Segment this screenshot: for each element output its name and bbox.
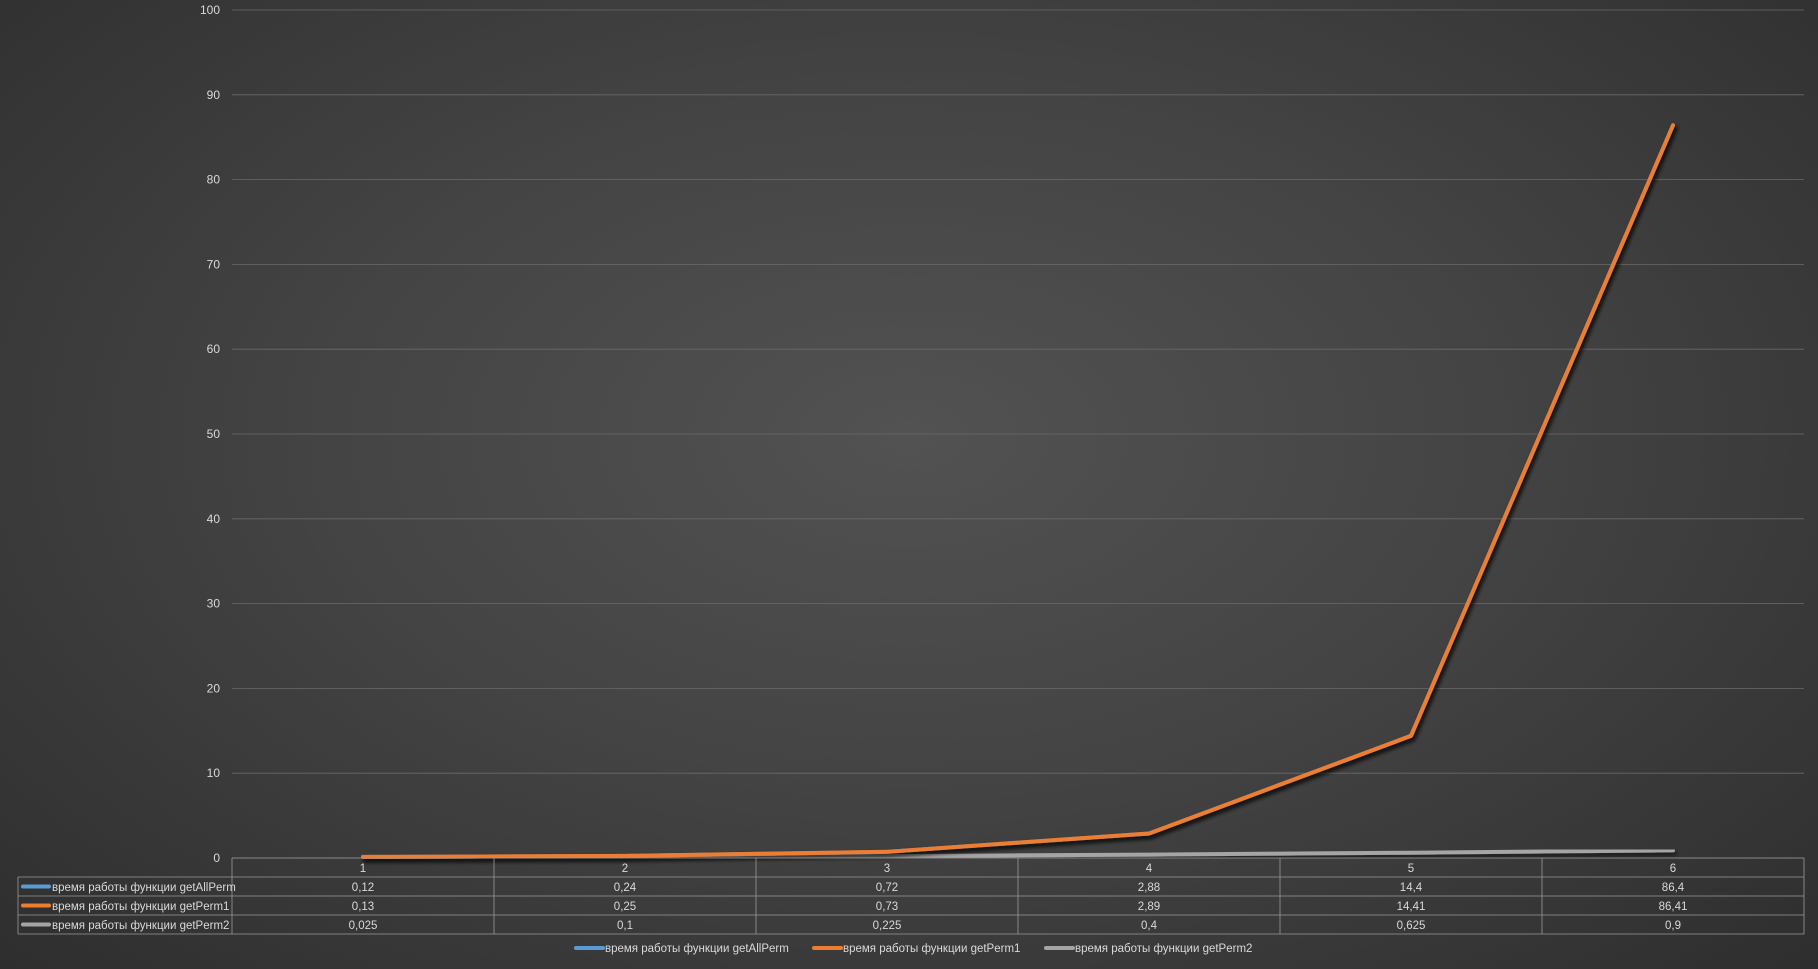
table-series-name: время работы функции getPerm1	[52, 901, 229, 913]
y-tick-label: 40	[207, 512, 221, 526]
data-point	[886, 851, 888, 853]
table-series-name: время работы функции getAllPerm	[52, 882, 236, 894]
y-tick-label: 0	[213, 851, 220, 865]
series-lines	[361, 123, 1675, 860]
table-cell-value: 14,41	[1397, 901, 1426, 913]
x-tick-label: 6	[1670, 863, 1676, 875]
data-point	[624, 855, 626, 857]
y-tick-label: 60	[207, 342, 221, 356]
y-axis-ticks: 0 10 20 30 40 50 60 70 80 90 100	[200, 3, 220, 865]
x-tick-label: 5	[1408, 863, 1414, 875]
y-tick-label: 50	[207, 427, 221, 441]
x-tick-label: 4	[1146, 863, 1153, 875]
table-cell-value: 0,13	[352, 901, 374, 913]
table-cell-value: 0,225	[873, 920, 902, 932]
table-cell-value: 0,73	[876, 901, 898, 913]
y-tick-label: 80	[207, 173, 221, 187]
data-point	[1148, 832, 1150, 834]
table-cell-value: 0,025	[349, 920, 378, 932]
table-cell-value: 0,625	[1397, 920, 1426, 932]
table-cell-value: 86,4	[1662, 882, 1685, 894]
table-cell-value: 14,4	[1400, 882, 1423, 894]
y-tick-label: 100	[200, 3, 220, 17]
table-cell-value: 2,89	[1138, 901, 1160, 913]
y-tick-label: 20	[207, 681, 221, 695]
table-cell-value: 0,24	[614, 882, 637, 894]
data-point	[1672, 849, 1674, 851]
data-point	[886, 855, 888, 857]
data-point	[1148, 854, 1150, 856]
legend-entry: время работы функции getAllPerm	[605, 943, 789, 955]
data-point	[1672, 124, 1674, 126]
table-cell-value: 0,72	[876, 882, 898, 894]
data-point	[1410, 735, 1412, 737]
legend: время работы функции getAllPerm время раб…	[574, 943, 1252, 955]
table-cell-value: 0,4	[1141, 920, 1158, 932]
data-point	[1410, 852, 1412, 854]
x-tick-label: 2	[622, 863, 628, 875]
y-tick-label: 70	[207, 257, 221, 271]
legend-entry: время работы функции getPerm1	[843, 943, 1020, 955]
table-cell-value: 0,12	[352, 882, 374, 894]
y-tick-label: 90	[207, 88, 221, 102]
table-cell-value: 2,88	[1138, 882, 1160, 894]
y-tick-label: 30	[207, 597, 221, 611]
data-table: 1 2 3 4 5 6 время работы функции getAllPerm 0,1…	[17, 857, 1805, 935]
table-series-name: время работы функции getPerm2	[52, 920, 229, 932]
data-point	[362, 856, 364, 858]
x-tick-label: 1	[360, 863, 366, 875]
legend-entry: время работы функции getPerm2	[1075, 943, 1252, 955]
table-cell-value: 0,25	[614, 901, 636, 913]
y-tick-label: 10	[207, 766, 221, 780]
table-cell-value: 0,9	[1665, 920, 1681, 932]
gridlines	[232, 9, 1804, 859]
table-cell-value: 0,1	[617, 920, 633, 932]
series-line-2	[361, 123, 1675, 859]
table-cell-value: 86,41	[1659, 901, 1688, 913]
series-line-1	[361, 123, 1675, 859]
x-tick-label: 3	[884, 863, 890, 875]
